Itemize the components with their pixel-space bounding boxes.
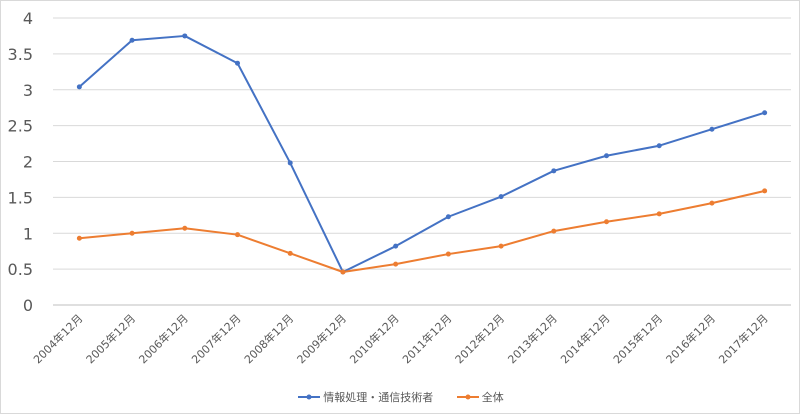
- data-point: [551, 168, 557, 174]
- data-point: [498, 194, 504, 200]
- data-point: [604, 219, 609, 225]
- y-tick-label: 3: [23, 81, 33, 100]
- legend-marker-orange: [456, 394, 479, 400]
- data-point: [76, 84, 82, 90]
- data-point: [656, 143, 662, 149]
- legend-label: 情報処理・通信技術者: [323, 391, 434, 404]
- legend-label: 全体: [481, 391, 504, 404]
- x-tick-label: 2011年12月: [399, 311, 454, 366]
- series-line-1: [78, 34, 765, 273]
- y-tick-label: 1: [23, 224, 33, 243]
- data-point: [129, 230, 135, 236]
- series-line-2: [79, 189, 765, 273]
- data-point: [129, 37, 135, 43]
- data-point: [393, 261, 399, 267]
- x-tick-label: 2015年12月: [610, 311, 665, 366]
- legend-item-series-1: 情報処理・通信技術者: [298, 389, 433, 405]
- data-point: [498, 243, 504, 249]
- legend: 情報処理・通信技術者 全体: [1, 389, 800, 405]
- y-tick-label: 2: [23, 153, 33, 172]
- data-point: [235, 232, 240, 238]
- data-point: [445, 251, 451, 257]
- y-tick-label: 0.5: [8, 260, 33, 279]
- x-tick-label: 2013年12月: [505, 311, 560, 366]
- data-point: [762, 188, 768, 194]
- x-tick-label: 2006年12月: [136, 311, 191, 366]
- data-point: [76, 235, 82, 241]
- x-tick-label: 2005年12月: [83, 311, 138, 366]
- data-point: [182, 225, 188, 231]
- data-point: [709, 126, 715, 132]
- x-tick-label: 2010年12月: [347, 311, 402, 366]
- data-point: [762, 110, 768, 116]
- data-point: [656, 211, 662, 217]
- x-tick-label: 2014年12月: [557, 311, 612, 366]
- y-tick-label: 1.5: [8, 188, 33, 207]
- x-tick-label: 2009年12月: [294, 311, 349, 366]
- y-tick-label: 4: [23, 9, 33, 28]
- data-point: [287, 160, 293, 166]
- data-point: [287, 250, 293, 256]
- x-tick-label: 2007年12月: [188, 311, 243, 366]
- x-tick-label: 2012年12月: [452, 311, 507, 366]
- y-tick-label: 0: [23, 296, 33, 315]
- data-point: [709, 200, 715, 206]
- data-point: [393, 243, 399, 249]
- y-tick-label: 2.5: [8, 117, 33, 136]
- x-tick-label: 2016年12月: [663, 311, 718, 366]
- legend-marker-blue: [298, 394, 321, 400]
- legend-item-series-2: 全体: [456, 389, 504, 405]
- data-point: [551, 228, 557, 234]
- data-point: [182, 33, 188, 39]
- data-point: [235, 60, 240, 66]
- data-point: [445, 214, 451, 220]
- data-point: [340, 269, 346, 275]
- y-tick-label: 3.5: [8, 45, 33, 64]
- data-point: [604, 153, 609, 159]
- x-tick-label: 2008年12月: [241, 311, 296, 366]
- x-tick-label: 2017年12月: [716, 311, 771, 366]
- x-tick-label: 2004年12月: [30, 311, 85, 366]
